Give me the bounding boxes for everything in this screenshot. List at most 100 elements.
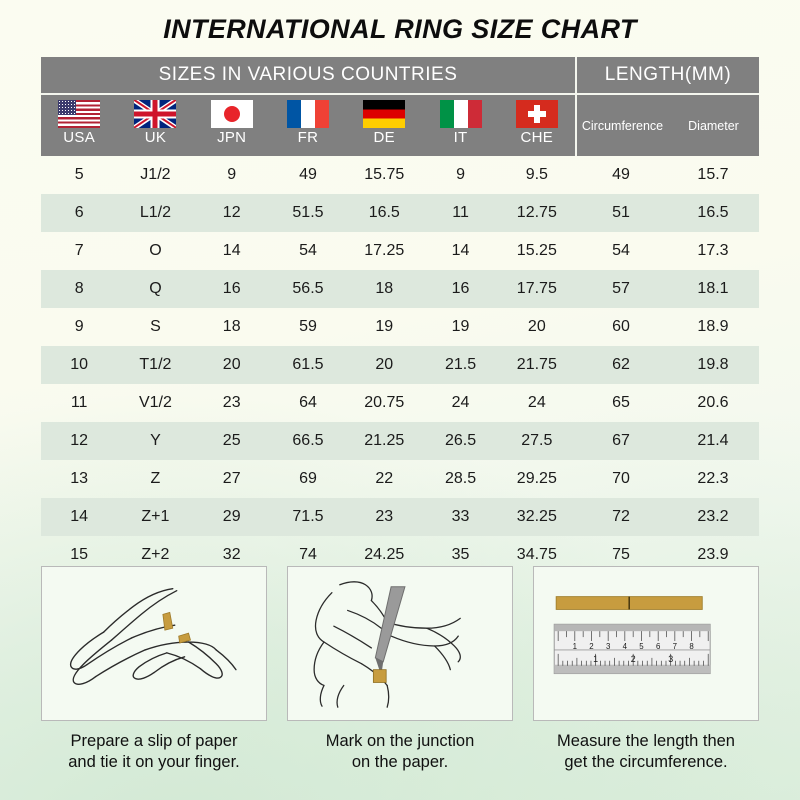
cell-jpn: 27 [222,470,241,487]
column-header-jpn: JPN [194,95,270,156]
column-header-uk: UK [117,95,193,156]
cell-fr: 74 [299,546,317,563]
cell-che: 29.25 [516,470,557,487]
table-header-groups: SIZES IN VARIOUS COUNTRIES LENGTH(MM) [41,57,759,95]
cell-uk: J1/2 [140,166,171,183]
cell-fr: 56.5 [292,280,324,297]
cell-fr: 69 [299,470,317,487]
hand-marking-paper-with-pen-illustration [287,566,513,721]
cell-jpn: 32 [222,546,241,563]
cell-usa: 14 [70,508,89,525]
cell-uk: S [150,318,161,335]
cell-jpn: 25 [222,432,241,449]
cell-circumference: 65 [612,394,630,411]
header-group-countries: SIZES IN VARIOUS COUNTRIES [41,57,577,93]
table-row: 5 J1/2 9 49 15.75 9 9.5 49 15.7 [41,156,759,194]
cell-che: 24 [527,394,546,411]
flag-uk-icon [134,100,177,128]
svg-text:7: 7 [673,642,677,651]
cell-circumference: 70 [612,470,630,487]
column-header-fr: FR [270,95,346,156]
row-length-values: 51 16.5 [575,204,759,222]
row-length-values: 49 15.7 [575,166,759,184]
hand-with-paper-strip-illustration [41,566,267,721]
step-caption-measure: Measure the length then get the circumfe… [557,731,735,773]
cell-usa: 12 [70,432,89,449]
cell-fr: 71.5 [292,508,324,525]
table-row: 7 O 14 54 17.25 14 15.25 54 17.3 [41,232,759,270]
cell-diameter: 18.1 [697,280,729,297]
row-length-values: 60 18.9 [575,318,759,336]
cell-che: 17.75 [516,280,557,297]
column-label-uk: UK [144,129,167,146]
column-label-circumference: Circumference [581,118,664,133]
row-length-values: 75 23.9 [575,546,759,564]
cell-che: 32.25 [516,508,557,525]
cell-che: 21.75 [516,356,557,373]
column-header-che: CHE [499,95,575,156]
cell-diameter: 23.2 [697,508,729,525]
row-length-values: 57 18.1 [575,280,759,298]
step-caption-prepare-line2: and tie it on your finger. [68,753,240,771]
cell-uk: Y [150,432,161,449]
cell-diameter: 17.3 [697,242,729,259]
table-row: 11 V1/2 23 64 20.75 24 24 65 20.6 [41,384,759,422]
cell-de: 20 [375,356,394,373]
row-country-sizes: 12 Y 25 66.5 21.25 26.5 27.5 [41,432,575,450]
cell-circumference: 57 [612,280,630,297]
cell-de: 21.25 [364,432,405,449]
cell-usa: 11 [70,394,88,411]
cell-usa: 10 [70,356,89,373]
cell-uk: T1/2 [139,356,172,373]
cell-fr: 51.5 [292,204,324,221]
cell-it: 16 [451,280,470,297]
cell-che: 20 [527,318,546,335]
row-length-values: 62 19.8 [575,356,759,374]
column-header-usa: USA [41,95,117,156]
cell-diameter: 19.8 [697,356,729,373]
flag-france-icon [286,100,329,128]
cell-usa: 8 [74,280,84,297]
row-country-sizes: 13 Z 27 69 22 28.5 29.25 [41,470,575,488]
cell-circumference: 60 [612,318,630,335]
row-length-values: 72 23.2 [575,508,759,526]
cell-uk: V1/2 [138,394,172,411]
cell-diameter: 15.7 [697,166,729,183]
cell-circumference: 51 [612,204,630,221]
column-header-diameter: Diameter [668,95,759,156]
cell-usa: 6 [74,204,84,221]
step-caption-mark-line1: Mark on the junction [325,732,475,750]
cell-diameter: 22.3 [697,470,729,487]
cell-it: 19 [451,318,470,335]
cell-jpn: 12 [222,204,241,221]
header-group-length-label: LENGTH(MM) [604,64,732,85]
cell-diameter: 23.9 [697,546,729,563]
svg-text:4: 4 [623,642,628,651]
table-row: 6 L1/2 12 51.5 16.5 11 12.75 51 16.5 [41,194,759,232]
column-header-it: IT [422,95,498,156]
length-columns: Circumference Diameter [577,95,759,156]
cell-de: 22 [375,470,394,487]
svg-text:3: 3 [606,642,611,651]
cell-jpn: 29 [222,508,241,525]
column-header-de: DE [346,95,422,156]
table-row: 10 T1/2 20 61.5 20 21.5 21.75 62 19.8 [41,346,759,384]
cell-it: 28.5 [444,470,477,487]
cell-jpn: 16 [222,280,241,297]
cell-it: 35 [451,546,470,563]
cell-circumference: 62 [612,356,630,373]
cell-fr: 66.5 [292,432,324,449]
svg-text:6: 6 [656,642,661,651]
step-mark-junction: Mark on the junction on the paper. [287,566,513,773]
table-header-columns: USA UK [41,95,759,156]
cell-fr: 54 [299,242,317,259]
cell-it: 33 [451,508,470,525]
cell-usa: 15 [70,546,89,563]
row-length-values: 67 21.4 [575,432,759,450]
cell-it: 14 [451,242,470,259]
cell-usa: 5 [74,166,84,183]
row-country-sizes: 5 J1/2 9 49 15.75 9 9.5 [41,166,575,184]
step-caption-measure-line1: Measure the length then [557,732,735,750]
column-header-circumference: Circumference [577,95,668,156]
